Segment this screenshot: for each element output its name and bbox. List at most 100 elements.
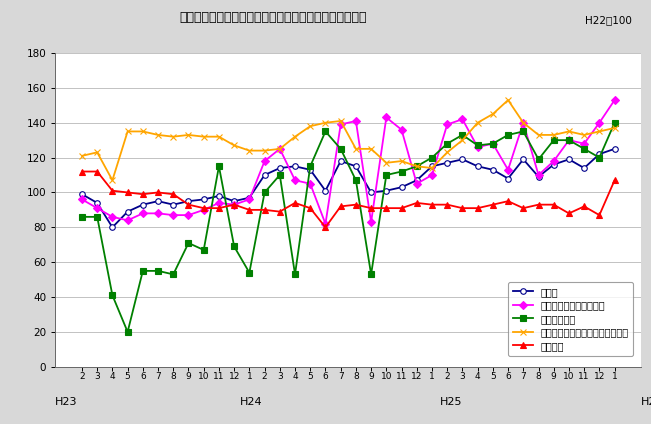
はん用・生産用・業務用機械工業	[124, 129, 132, 134]
輸送機械工業	[504, 132, 512, 137]
輸送機械工業	[154, 268, 162, 273]
はん用・生産用・業務用機械工業	[337, 118, 344, 123]
電子部品・デバイス工業	[382, 115, 390, 120]
電子部品・デバイス工業	[534, 173, 542, 178]
電子部品・デバイス工業	[428, 173, 436, 178]
はん用・生産用・業務用機械工業	[367, 146, 375, 151]
はん用・生産用・業務用機械工業	[245, 148, 253, 153]
鉱工業	[291, 164, 299, 169]
輸送機械工業	[565, 138, 573, 143]
はん用・生産用・業務用機械工業	[413, 164, 421, 169]
はん用・生産用・業務用機械工業	[565, 129, 573, 134]
輸送機械工業	[307, 164, 314, 169]
電子部品・デバイス工業	[596, 120, 603, 125]
化学工業	[611, 178, 618, 183]
鉱工業	[367, 190, 375, 195]
輸送機械工業	[519, 129, 527, 134]
化学工業	[489, 202, 497, 207]
化学工業	[93, 169, 101, 174]
輸送機械工業	[109, 293, 117, 298]
電子部品・デバイス工業	[398, 127, 406, 132]
Legend: 鉱工業, 電子部品・デバイス工業, 輸送機械工業, はん用・生産用・業務用機械工業, 化学工業: 鉱工業, 電子部品・デバイス工業, 輸送機械工業, はん用・生産用・業務用機械工…	[508, 282, 633, 356]
はん用・生産用・業務用機械工業	[474, 120, 482, 125]
はん用・生産用・業務用機械工業	[154, 132, 162, 137]
化学工業	[200, 206, 208, 211]
鉱工業	[245, 195, 253, 200]
電子部品・デバイス工業	[458, 117, 466, 122]
化学工業	[534, 202, 542, 207]
はん用・生産用・業務用機械工業	[611, 126, 618, 131]
鉱工業	[322, 188, 329, 193]
輸送機械工業	[428, 155, 436, 160]
化学工業	[474, 206, 482, 211]
化学工業	[154, 190, 162, 195]
鉱工業	[352, 164, 360, 169]
電子部品・デバイス工業	[489, 141, 497, 146]
化学工業	[230, 202, 238, 207]
はん用・生産用・業務用機械工業	[93, 150, 101, 155]
電子部品・デバイス工業	[611, 98, 618, 103]
電子部品・デバイス工業	[154, 211, 162, 216]
輸送機械工業	[474, 143, 482, 148]
鉱工業	[458, 157, 466, 162]
鉱工業	[93, 201, 101, 206]
化学工業	[322, 225, 329, 230]
はん用・生産用・業務用機械工業	[443, 150, 451, 155]
電子部品・デバイス工業	[291, 178, 299, 183]
電子部品・デバイス工業	[230, 202, 238, 207]
電子部品・デバイス工業	[245, 197, 253, 202]
はん用・生産用・業務用機械工業	[580, 132, 588, 137]
化学工業	[337, 204, 344, 209]
鉱工業	[534, 174, 542, 179]
電子部品・デバイス工業	[78, 197, 86, 202]
輸送機械工業	[443, 141, 451, 146]
化学工業	[307, 206, 314, 211]
輸送機械工業	[78, 214, 86, 219]
はん用・生産用・業務用機械工業	[489, 112, 497, 117]
化学工業	[443, 202, 451, 207]
鉱工業	[398, 185, 406, 190]
化学工業	[382, 206, 390, 211]
化学工業	[78, 169, 86, 174]
輸送機械工業	[367, 272, 375, 277]
化学工業	[565, 211, 573, 216]
鉱工業	[550, 162, 558, 167]
鉱工業	[337, 159, 344, 164]
輸送機械工業	[596, 155, 603, 160]
鉱工業	[109, 225, 117, 230]
化学工業	[428, 202, 436, 207]
電子部品・デバイス工業	[352, 118, 360, 123]
電子部品・デバイス工業	[337, 122, 344, 127]
輸送機械工業	[413, 164, 421, 169]
Text: 三重県の主要業種別生産指数の推移（季節調整済指数）: 三重県の主要業種別生産指数の推移（季節調整済指数）	[180, 11, 367, 24]
電子部品・デバイス工業	[580, 141, 588, 146]
電子部品・デバイス工業	[550, 159, 558, 164]
化学工業	[367, 206, 375, 211]
化学工業	[185, 202, 193, 207]
電子部品・デバイス工業	[367, 220, 375, 225]
電子部品・デバイス工業	[185, 212, 193, 218]
はん用・生産用・業務用機械工業	[307, 124, 314, 129]
輸送機械工業	[93, 214, 101, 219]
鉱工業	[185, 198, 193, 204]
輸送機械工業	[534, 157, 542, 162]
Line: 鉱工業: 鉱工業	[79, 146, 617, 230]
はん用・生産用・業務用機械工業	[458, 138, 466, 143]
化学工業	[580, 204, 588, 209]
化学工業	[291, 201, 299, 206]
輸送機械工業	[382, 173, 390, 178]
はん用・生産用・業務用機械工業	[550, 132, 558, 137]
Text: H25: H25	[440, 397, 463, 407]
鉱工業	[124, 209, 132, 214]
輸送機械工業	[352, 178, 360, 183]
輸送機械工業	[276, 173, 284, 178]
電子部品・デバイス工業	[565, 138, 573, 143]
はん用・生産用・業務用機械工業	[78, 153, 86, 159]
鉱工業	[580, 165, 588, 170]
Line: はん用・生産用・業務用機械工業: はん用・生産用・業務用機械工業	[79, 97, 618, 184]
輸送機械工業	[139, 268, 146, 273]
電子部品・デバイス工業	[200, 207, 208, 212]
はん用・生産用・業務用機械工業	[519, 120, 527, 125]
Line: 輸送機械工業: 輸送機械工業	[79, 120, 617, 335]
電子部品・デバイス工業	[260, 159, 268, 164]
